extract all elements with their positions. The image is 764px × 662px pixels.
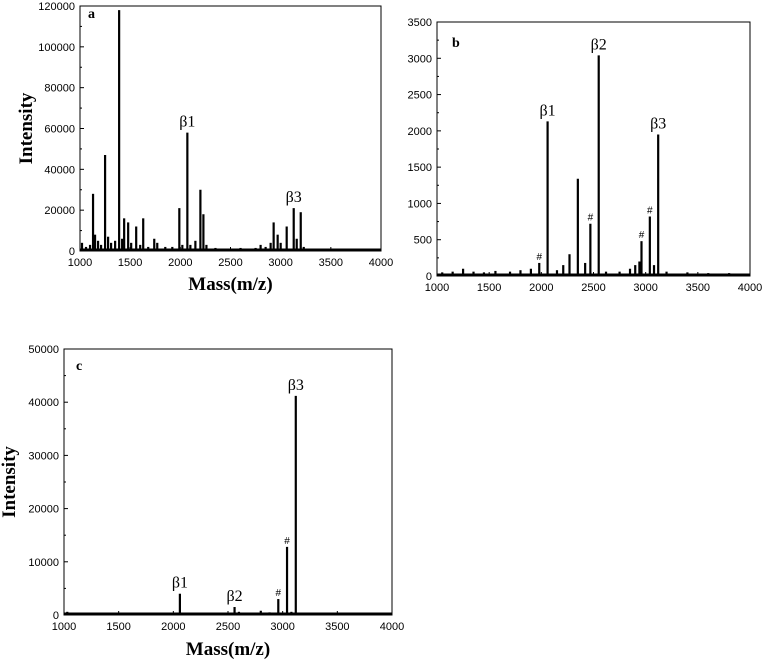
x-tick-label: 3500 xyxy=(325,621,349,633)
x-tick-label: 2500 xyxy=(218,257,242,269)
x-tick-label: 4000 xyxy=(369,257,393,269)
x-tick-label: 3000 xyxy=(268,257,292,269)
plot-frame xyxy=(436,21,751,277)
panel-label: c xyxy=(76,359,82,374)
y-tick-label: 20000 xyxy=(44,205,75,217)
y-tick-label: 120000 xyxy=(38,1,75,13)
x-tick-label: 2000 xyxy=(161,621,185,633)
hash-mark: # xyxy=(284,536,290,547)
x-tick-label: 2000 xyxy=(529,282,553,294)
y-tick-label: 20000 xyxy=(28,504,59,516)
x-tick-label: 1500 xyxy=(477,282,501,294)
peak-annotation: β3 xyxy=(286,189,302,206)
hash-mark: # xyxy=(647,205,653,216)
x-tick-label: 1500 xyxy=(106,621,130,633)
y-tick-label: 0 xyxy=(426,271,432,283)
x-tick-label: 3500 xyxy=(686,282,710,294)
y-tick-label: 40000 xyxy=(28,397,59,409)
y-tick-label: 100000 xyxy=(38,42,75,54)
x-tick-label: 1000 xyxy=(52,621,76,633)
peak-annotation: β2 xyxy=(226,588,242,605)
y-tick-label: 50000 xyxy=(28,344,59,356)
x-tick-label: 4000 xyxy=(380,621,404,633)
x-axis-label: Mass(m/z) xyxy=(188,274,272,295)
y-tick-label: 80000 xyxy=(44,83,75,95)
x-tick-label: 1000 xyxy=(425,282,449,294)
peak-annotation: β3 xyxy=(650,115,666,132)
peak-annotation: β3 xyxy=(288,377,304,394)
peak-annotation: β1 xyxy=(172,575,188,592)
panel-a: 1000 1500 2000 2500 3000 3500 4000020000400006… xyxy=(16,1,393,295)
panel-c: 1000 1500 2000 2500 3000 3500 4000010000200003… xyxy=(0,344,404,660)
hash-mark: # xyxy=(536,252,542,263)
x-tick-label: 3000 xyxy=(633,282,657,294)
y-tick-label: 10000 xyxy=(28,557,59,569)
peak-annotation: β2 xyxy=(591,36,607,53)
x-tick-label: 1500 xyxy=(118,257,142,269)
plot-frame xyxy=(63,348,393,616)
y-tick-label: 40000 xyxy=(44,164,75,176)
panel-label: a xyxy=(88,7,95,22)
y-tick-label: 0 xyxy=(69,246,75,258)
x-tick-label: 3000 xyxy=(270,621,294,633)
peak-annotation: β1 xyxy=(540,102,556,119)
y-tick-label: 2000 xyxy=(408,126,432,138)
x-tick-label: 3500 xyxy=(319,257,343,269)
y-tick-label: 3000 xyxy=(408,53,432,65)
hash-mark: # xyxy=(588,213,594,224)
y-axis-label: Intensity xyxy=(16,92,37,164)
x-tick-label: 2500 xyxy=(216,621,240,633)
y-tick-label: 30000 xyxy=(28,450,59,462)
y-tick-label: 1500 xyxy=(408,162,432,174)
hash-mark: # xyxy=(639,230,645,241)
y-tick-label: 500 xyxy=(414,235,432,247)
y-tick-label: 0 xyxy=(53,610,59,622)
x-tick-label: 4000 xyxy=(738,282,762,294)
panel-b: 1000 1500 2000 2500 3000 3500 4000 0 500 1000 1500… xyxy=(408,17,763,294)
y-tick-label: 60000 xyxy=(44,124,75,136)
y-tick-label: 1000 xyxy=(408,198,432,210)
plot-frame xyxy=(79,5,382,252)
y-tick-label: 3500 xyxy=(408,17,432,29)
x-tick-label: 2000 xyxy=(168,257,192,269)
hash-mark: # xyxy=(276,588,282,599)
y-axis-label: Intensity xyxy=(0,446,20,518)
panel-label: b xyxy=(452,36,460,51)
x-tick-label: 2500 xyxy=(581,282,605,294)
peak-annotation: β1 xyxy=(179,114,195,131)
y-tick-label: 2500 xyxy=(408,90,432,102)
x-tick-label: 1000 xyxy=(68,257,92,269)
x-axis-label: Mass(m/z) xyxy=(186,639,270,660)
